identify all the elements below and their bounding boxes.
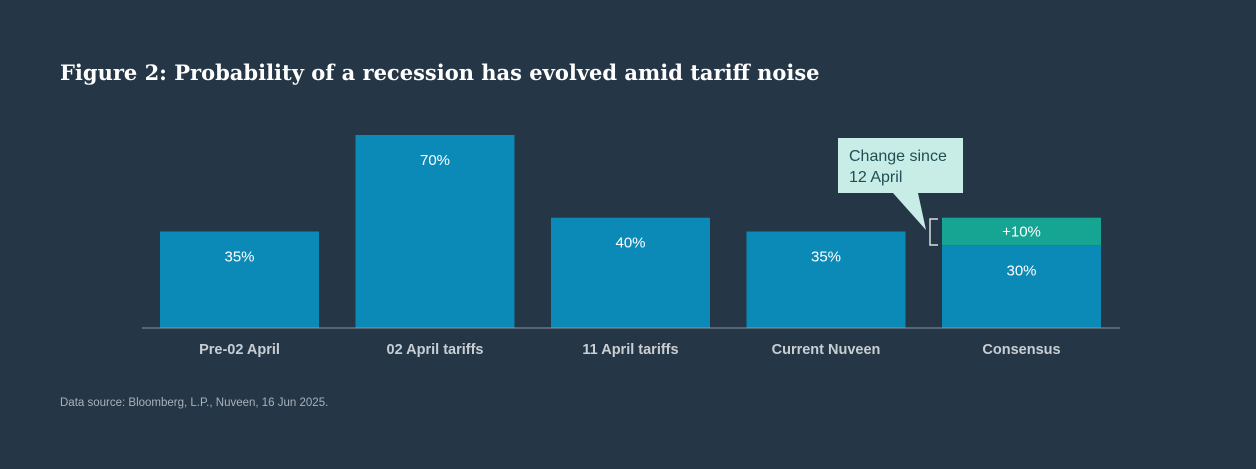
- bar-value-label-current-nuveen: 35%: [811, 249, 841, 266]
- bar-value-label-11-april-tariffs: 40%: [615, 235, 645, 252]
- callout-bracket: [929, 218, 938, 246]
- bar-value-label-consensus-change: +10%: [1002, 224, 1041, 241]
- bars-group: [160, 135, 1101, 328]
- bar-current-nuveen: [746, 231, 906, 328]
- bar-11-april-tariffs: [551, 217, 710, 328]
- bar-labels-group: 35% 70% 40% 35% 30% +10%: [224, 152, 1040, 279]
- callout-line-2: 12 April: [849, 169, 902, 186]
- bar-02-april-tariffs: [355, 135, 515, 328]
- category-label-02-april-tariffs: 02 April tariffs: [387, 342, 484, 358]
- bar-consensus-change: [942, 217, 1101, 246]
- bar-value-label-consensus: 30%: [1006, 262, 1036, 279]
- change-callout: Change since 12 April: [838, 138, 963, 246]
- chart-title: Figure 2: Probability of a recession has…: [60, 60, 820, 85]
- category-label-consensus: Consensus: [982, 342, 1060, 358]
- bar-value-label-pre-02-april: 35%: [224, 249, 254, 266]
- bar-pre-02-april: [160, 231, 319, 328]
- category-label-pre-02-april: Pre-02 April: [199, 342, 280, 358]
- category-label-11-april-tariffs: 11 April tariffs: [582, 342, 678, 358]
- bar-consensus: [942, 245, 1101, 328]
- callout-line-1: Change since: [849, 148, 947, 165]
- callout-bubble: [838, 138, 963, 230]
- category-label-current-nuveen: Current Nuveen: [772, 342, 881, 358]
- bar-value-label-02-april-tariffs: 70%: [420, 152, 450, 169]
- category-labels-group: Pre-02 April 02 April tariffs 11 April tar…: [199, 342, 1061, 358]
- data-source-note: Data source: Bloomberg, L.P., Nuveen, 16…: [60, 397, 328, 409]
